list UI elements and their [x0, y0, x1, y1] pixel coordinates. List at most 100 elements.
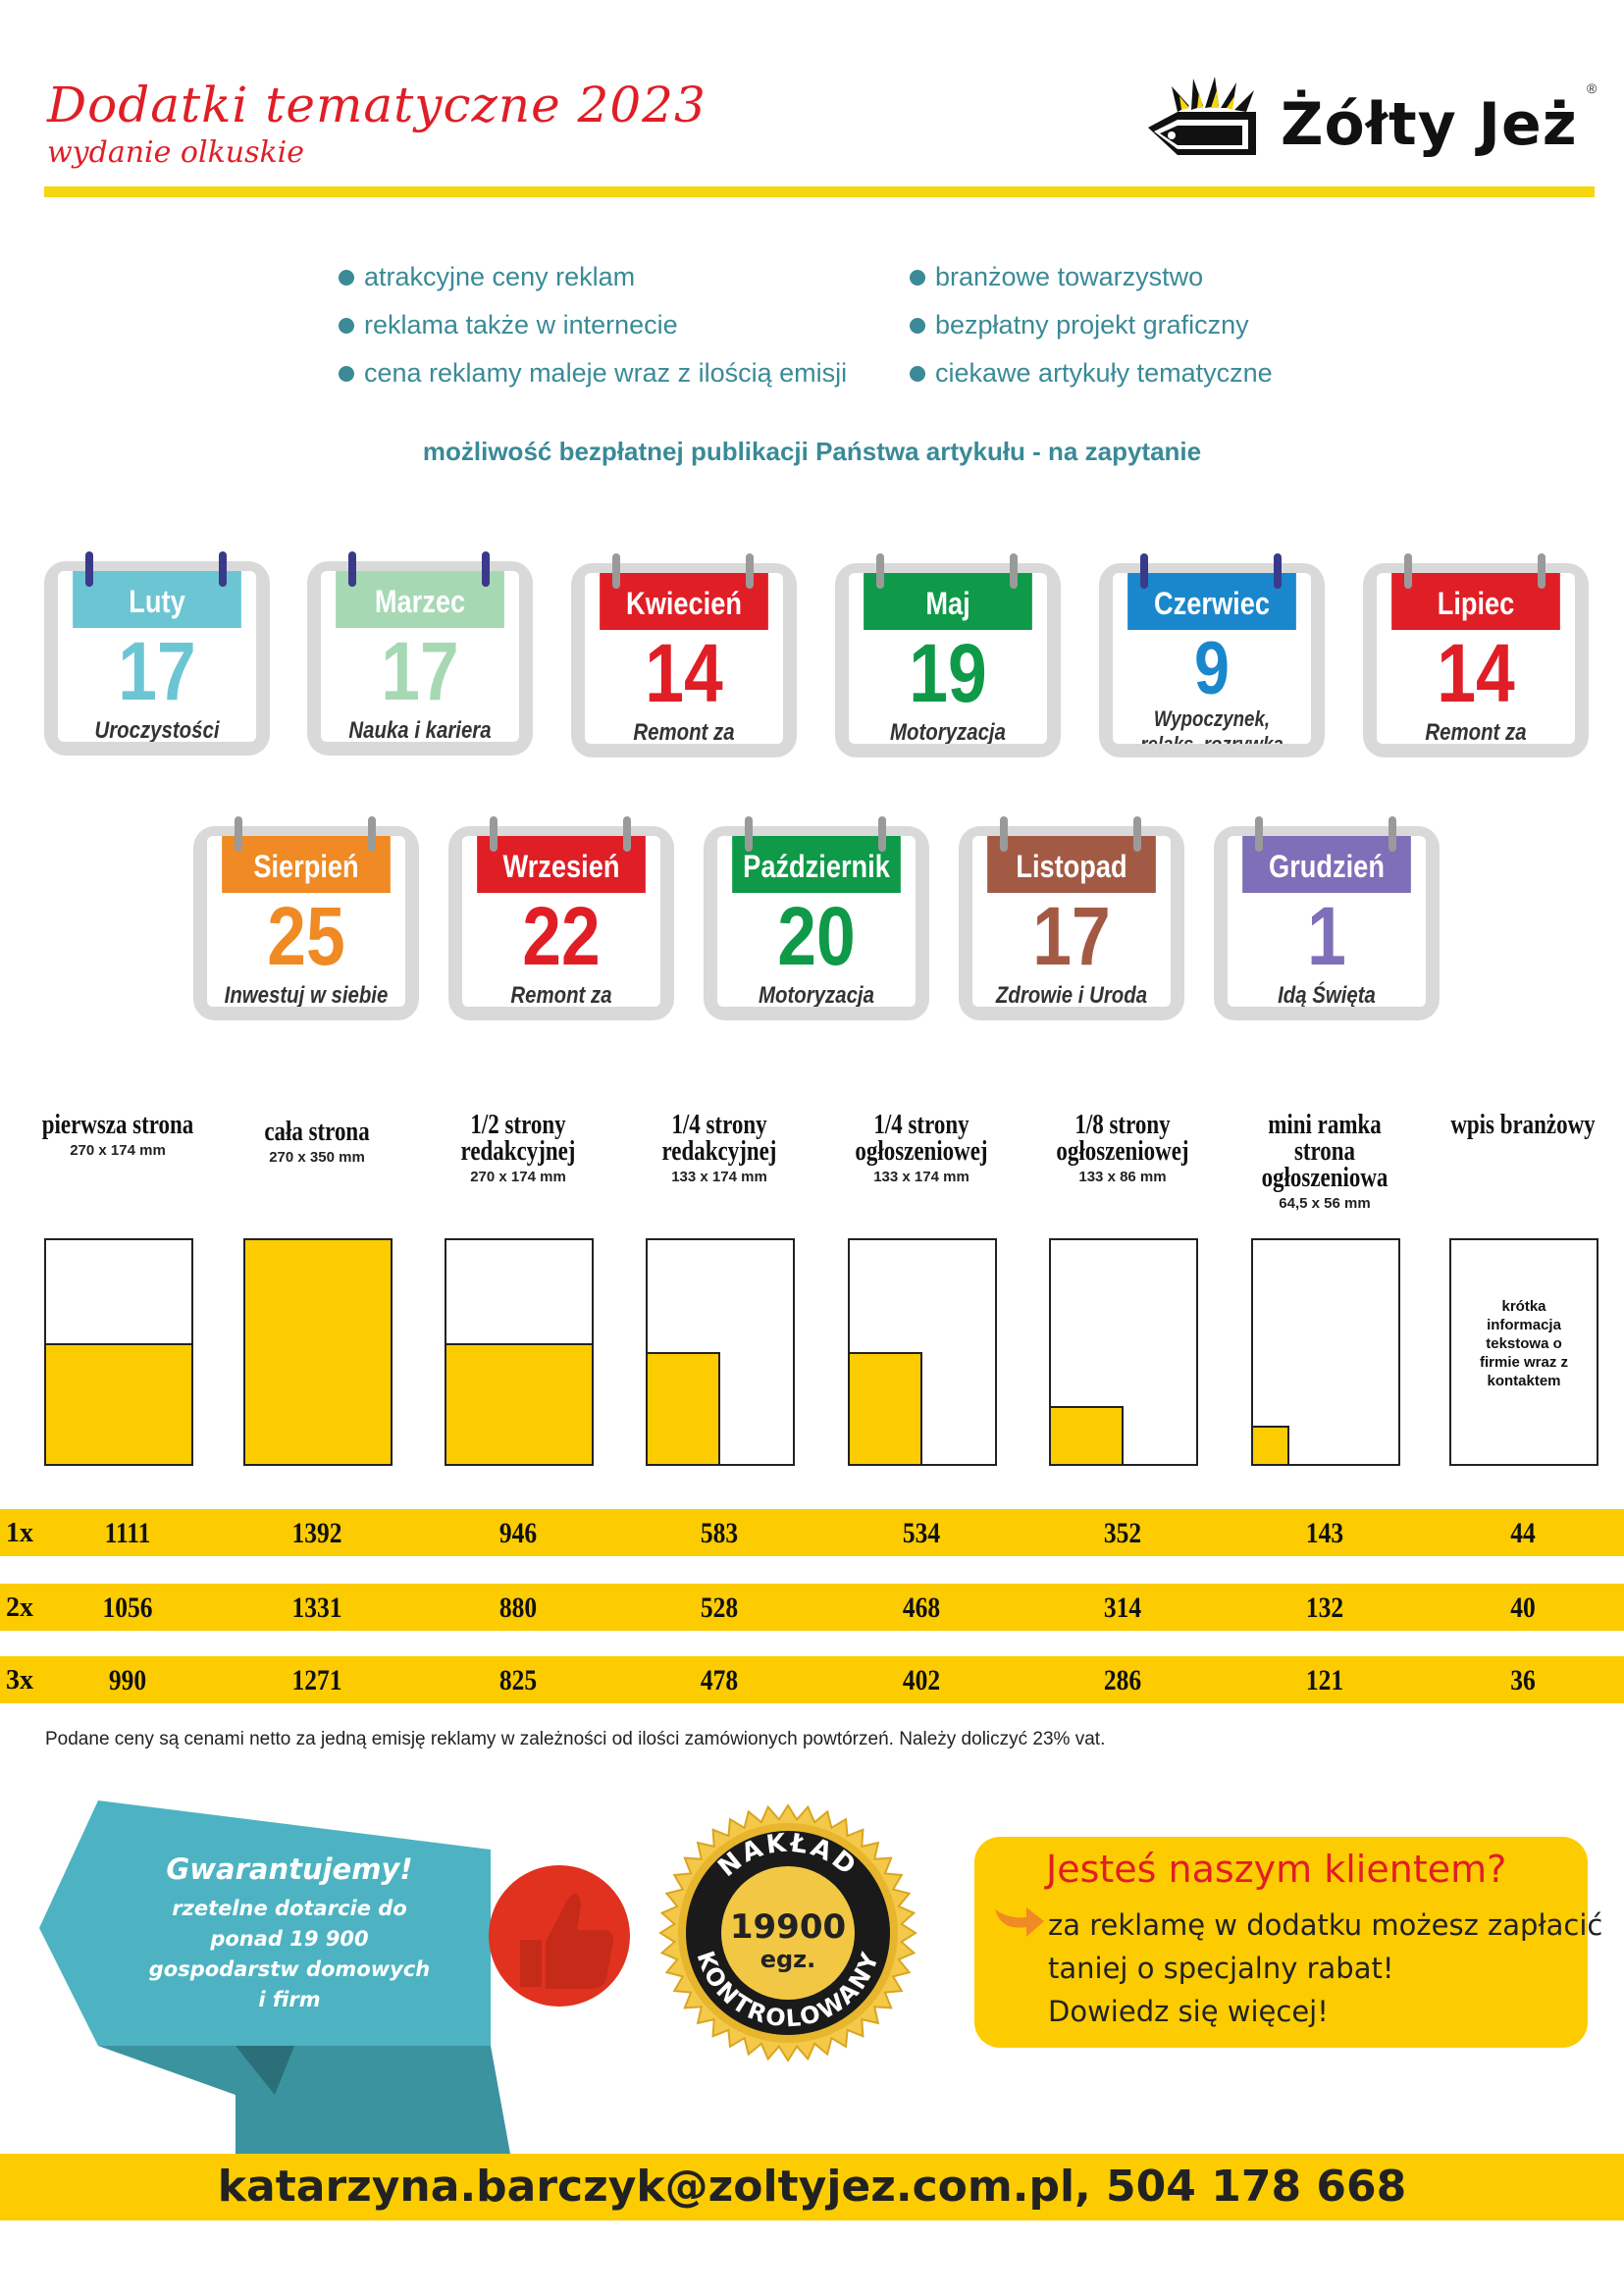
calendar-month: Grudzień — [1242, 836, 1411, 893]
calendar-month: Listopad — [987, 836, 1156, 893]
calendar-topic: Remont za pasem — [1425, 719, 1527, 745]
binder-ring-icon — [878, 816, 886, 852]
price-cell: 946 — [498, 1517, 538, 1549]
binder-ring-icon — [348, 551, 356, 587]
format-name: 1/8 strony ogłoszeniowej — [1056, 1110, 1189, 1167]
bullet-icon — [910, 365, 925, 382]
price-note: Podane ceny są cenami netto za jedną emi… — [45, 1729, 1106, 1749]
format-size: 270 x 350 mm — [269, 1149, 365, 1166]
calendar-8: Październik 20 Motoryzacja — [704, 816, 929, 1020]
format-size: 270 x 174 mm — [70, 1142, 166, 1159]
format-size: 64,5 x 56 mm — [1279, 1195, 1371, 1212]
seal-number: 19900 — [730, 1907, 846, 1947]
calendar-topic: Wypoczynek, relaks, rozrywka — [1140, 706, 1283, 744]
features-right: branżowe towarzystwo bezpłatny projekt g… — [910, 253, 1273, 397]
price-cell: 825 — [498, 1664, 538, 1696]
format-area — [850, 1352, 922, 1464]
format-preview: krótka informacja tekstowa o firmie wraz… — [1449, 1238, 1598, 1466]
format-preview — [848, 1238, 997, 1466]
price-cell: 352 — [1103, 1517, 1142, 1549]
thumbs-up-icon — [489, 1865, 630, 2007]
calendar-day: 14 — [645, 627, 723, 719]
calendar-9: Listopad 17 Zdrowie i Uroda — [959, 816, 1184, 1020]
binder-ring-icon — [612, 553, 620, 589]
calendar-month: Sierpień — [222, 836, 391, 893]
format-name: 1/4 strony ogłoszeniowej — [855, 1110, 988, 1167]
format-label: 1/4 strony ogłoszeniowej 133 x 174 mm — [828, 1110, 1015, 1186]
format-area — [1051, 1405, 1124, 1464]
calendar-day: 19 — [909, 627, 987, 719]
calendar-page: Luty 17 Uroczystości — [58, 571, 256, 742]
price-cell: 143 — [1305, 1517, 1344, 1549]
calendar-topic: Zdrowie i Uroda — [995, 982, 1148, 1008]
price-cell: 40 — [1510, 1591, 1536, 1624]
price-row: 1x 1111 1392 946 583 534 352 143 44 — [0, 1509, 1624, 1556]
format-area — [1253, 1426, 1289, 1464]
guarantee-title: Gwarantujemy! — [166, 1852, 413, 1886]
price-cell: 990 — [108, 1664, 147, 1696]
calendar-day: 17 — [118, 625, 196, 717]
price-cell: 402 — [902, 1664, 941, 1696]
price-cell: 583 — [700, 1517, 739, 1549]
client-offer-title: Jesteś naszym klientem? — [1046, 1848, 1507, 1891]
binder-ring-icon — [368, 816, 376, 852]
calendar-topic: Remont za pasem — [510, 982, 612, 1008]
calendar-day: 17 — [1032, 890, 1111, 982]
feature-item: reklama także w internecie — [339, 301, 847, 349]
format-size: 133 x 174 mm — [671, 1169, 767, 1185]
binder-ring-icon — [1133, 816, 1141, 852]
format-label: mini ramka strona ogłoszeniowa 64,5 x 56 … — [1231, 1110, 1418, 1213]
price-cell: 1331 — [291, 1591, 342, 1624]
feature-item: branżowe towarzystwo — [910, 253, 1273, 301]
hedgehog-logo-icon — [1148, 77, 1256, 155]
binder-ring-icon — [1010, 553, 1018, 589]
format-name: mini ramka strona ogłoszeniowa — [1261, 1110, 1388, 1193]
contact-info: katarzyna.barczyk@zoltyjez.com.pl, 504 1… — [217, 2162, 1407, 2212]
binder-ring-icon — [1140, 553, 1148, 589]
curved-arrow-icon — [995, 1907, 1044, 1937]
price-cell: 121 — [1305, 1664, 1344, 1696]
format-size: 133 x 86 mm — [1078, 1169, 1167, 1185]
calendar-topic: Inwestuj w siebie — [224, 982, 389, 1008]
price-cell: 1271 — [291, 1664, 342, 1696]
calendar-topic: Nauka i kariera — [348, 717, 492, 743]
format-area — [648, 1352, 720, 1464]
bullet-icon — [339, 317, 354, 334]
format-size: 133 x 174 mm — [873, 1169, 969, 1185]
format-label: wpis branżowy — [1430, 1112, 1616, 1139]
binder-ring-icon — [1538, 553, 1545, 589]
calendar-1: Marzec 17 Nauka i kariera — [307, 551, 533, 756]
price-row: 2x 1056 1331 880 528 468 314 132 40 — [0, 1584, 1624, 1631]
bullet-icon — [339, 365, 354, 382]
calendar-page: Sierpień 25 Inwestuj w siebie — [207, 836, 405, 1007]
price-cell: 534 — [902, 1517, 941, 1549]
binder-ring-icon — [235, 816, 242, 852]
format-label: 1/4 strony redakcyjnej 133 x 174 mm — [626, 1112, 812, 1186]
binder-ring-icon — [623, 816, 631, 852]
calendar-day: 14 — [1437, 627, 1515, 719]
calendar-day: 25 — [267, 890, 345, 982]
contact-band — [0, 2154, 1624, 2220]
price-cell: 132 — [1305, 1591, 1344, 1624]
calendar-6: Sierpień 25 Inwestuj w siebie — [193, 816, 419, 1020]
calendar-page: Maj 19 Motoryzacja — [849, 573, 1047, 744]
calendar-10: Grudzień 1 Idą Święta — [1214, 816, 1440, 1020]
format-name: 1/2 strony redakcyjnej — [460, 1110, 576, 1167]
calendar-month: Marzec — [336, 571, 504, 628]
feature-item: atrakcyjne ceny reklam — [339, 253, 847, 301]
format-preview — [1251, 1238, 1400, 1466]
format-area — [245, 1240, 391, 1464]
calendar-3: Maj 19 Motoryzacja — [835, 553, 1061, 757]
format-name: pierwsza strona — [41, 1110, 194, 1140]
guarantee-banner — [39, 1800, 510, 2154]
binder-ring-icon — [85, 551, 93, 587]
features-left: atrakcyjne ceny reklam reklama także w i… — [339, 253, 847, 397]
calendar-day: 22 — [522, 890, 601, 982]
format-name: cała strona — [264, 1117, 370, 1147]
